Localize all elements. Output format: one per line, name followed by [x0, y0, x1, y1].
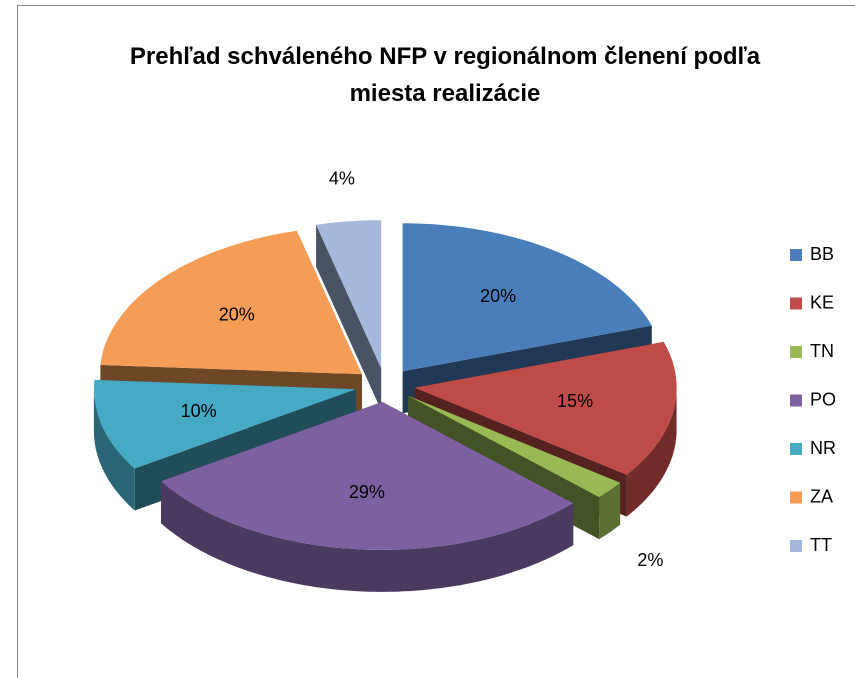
- slice-top: [100, 230, 362, 375]
- pie-slice: [161, 401, 574, 592]
- legend-label: BB: [810, 244, 834, 264]
- data-label: 4%: [329, 169, 355, 189]
- legend-label: ZA: [810, 486, 833, 506]
- slice-side: [626, 387, 677, 517]
- legend-swatch: [790, 394, 802, 407]
- chart-title: Prehľad schváleného NFP v regionálnom čl…: [129, 43, 761, 107]
- legend-swatch: [790, 540, 802, 552]
- slice-top: [414, 341, 677, 475]
- legend-swatch: [790, 443, 802, 455]
- legend-swatch: [790, 346, 802, 358]
- legend-label: TT: [810, 535, 832, 555]
- slice-side: [599, 482, 621, 540]
- data-label: 29%: [349, 482, 385, 502]
- chart-frame: [17, 5, 855, 678]
- legend-label: KE: [810, 292, 834, 312]
- legend-swatch: [790, 297, 802, 310]
- slice-side: [93, 389, 135, 511]
- data-label: 15%: [557, 391, 593, 411]
- slice-top: [93, 379, 356, 469]
- legend-label: NR: [810, 438, 836, 458]
- data-label: 20%: [480, 286, 516, 306]
- slice-top: [408, 395, 621, 498]
- data-label: 2%: [637, 550, 663, 570]
- data-label: 20%: [219, 304, 255, 324]
- pie-slice: [316, 220, 382, 411]
- data-label: 10%: [181, 401, 217, 421]
- legend-label: PO: [810, 389, 836, 409]
- slice-top: [316, 220, 382, 369]
- slice-top: [402, 223, 652, 372]
- slice-radial-wall: [316, 224, 382, 411]
- legend-swatch: [790, 491, 802, 504]
- slice-side: [161, 481, 574, 592]
- legend-swatch: [790, 249, 802, 261]
- slice-top: [161, 401, 574, 550]
- legend-label: TN: [810, 341, 834, 361]
